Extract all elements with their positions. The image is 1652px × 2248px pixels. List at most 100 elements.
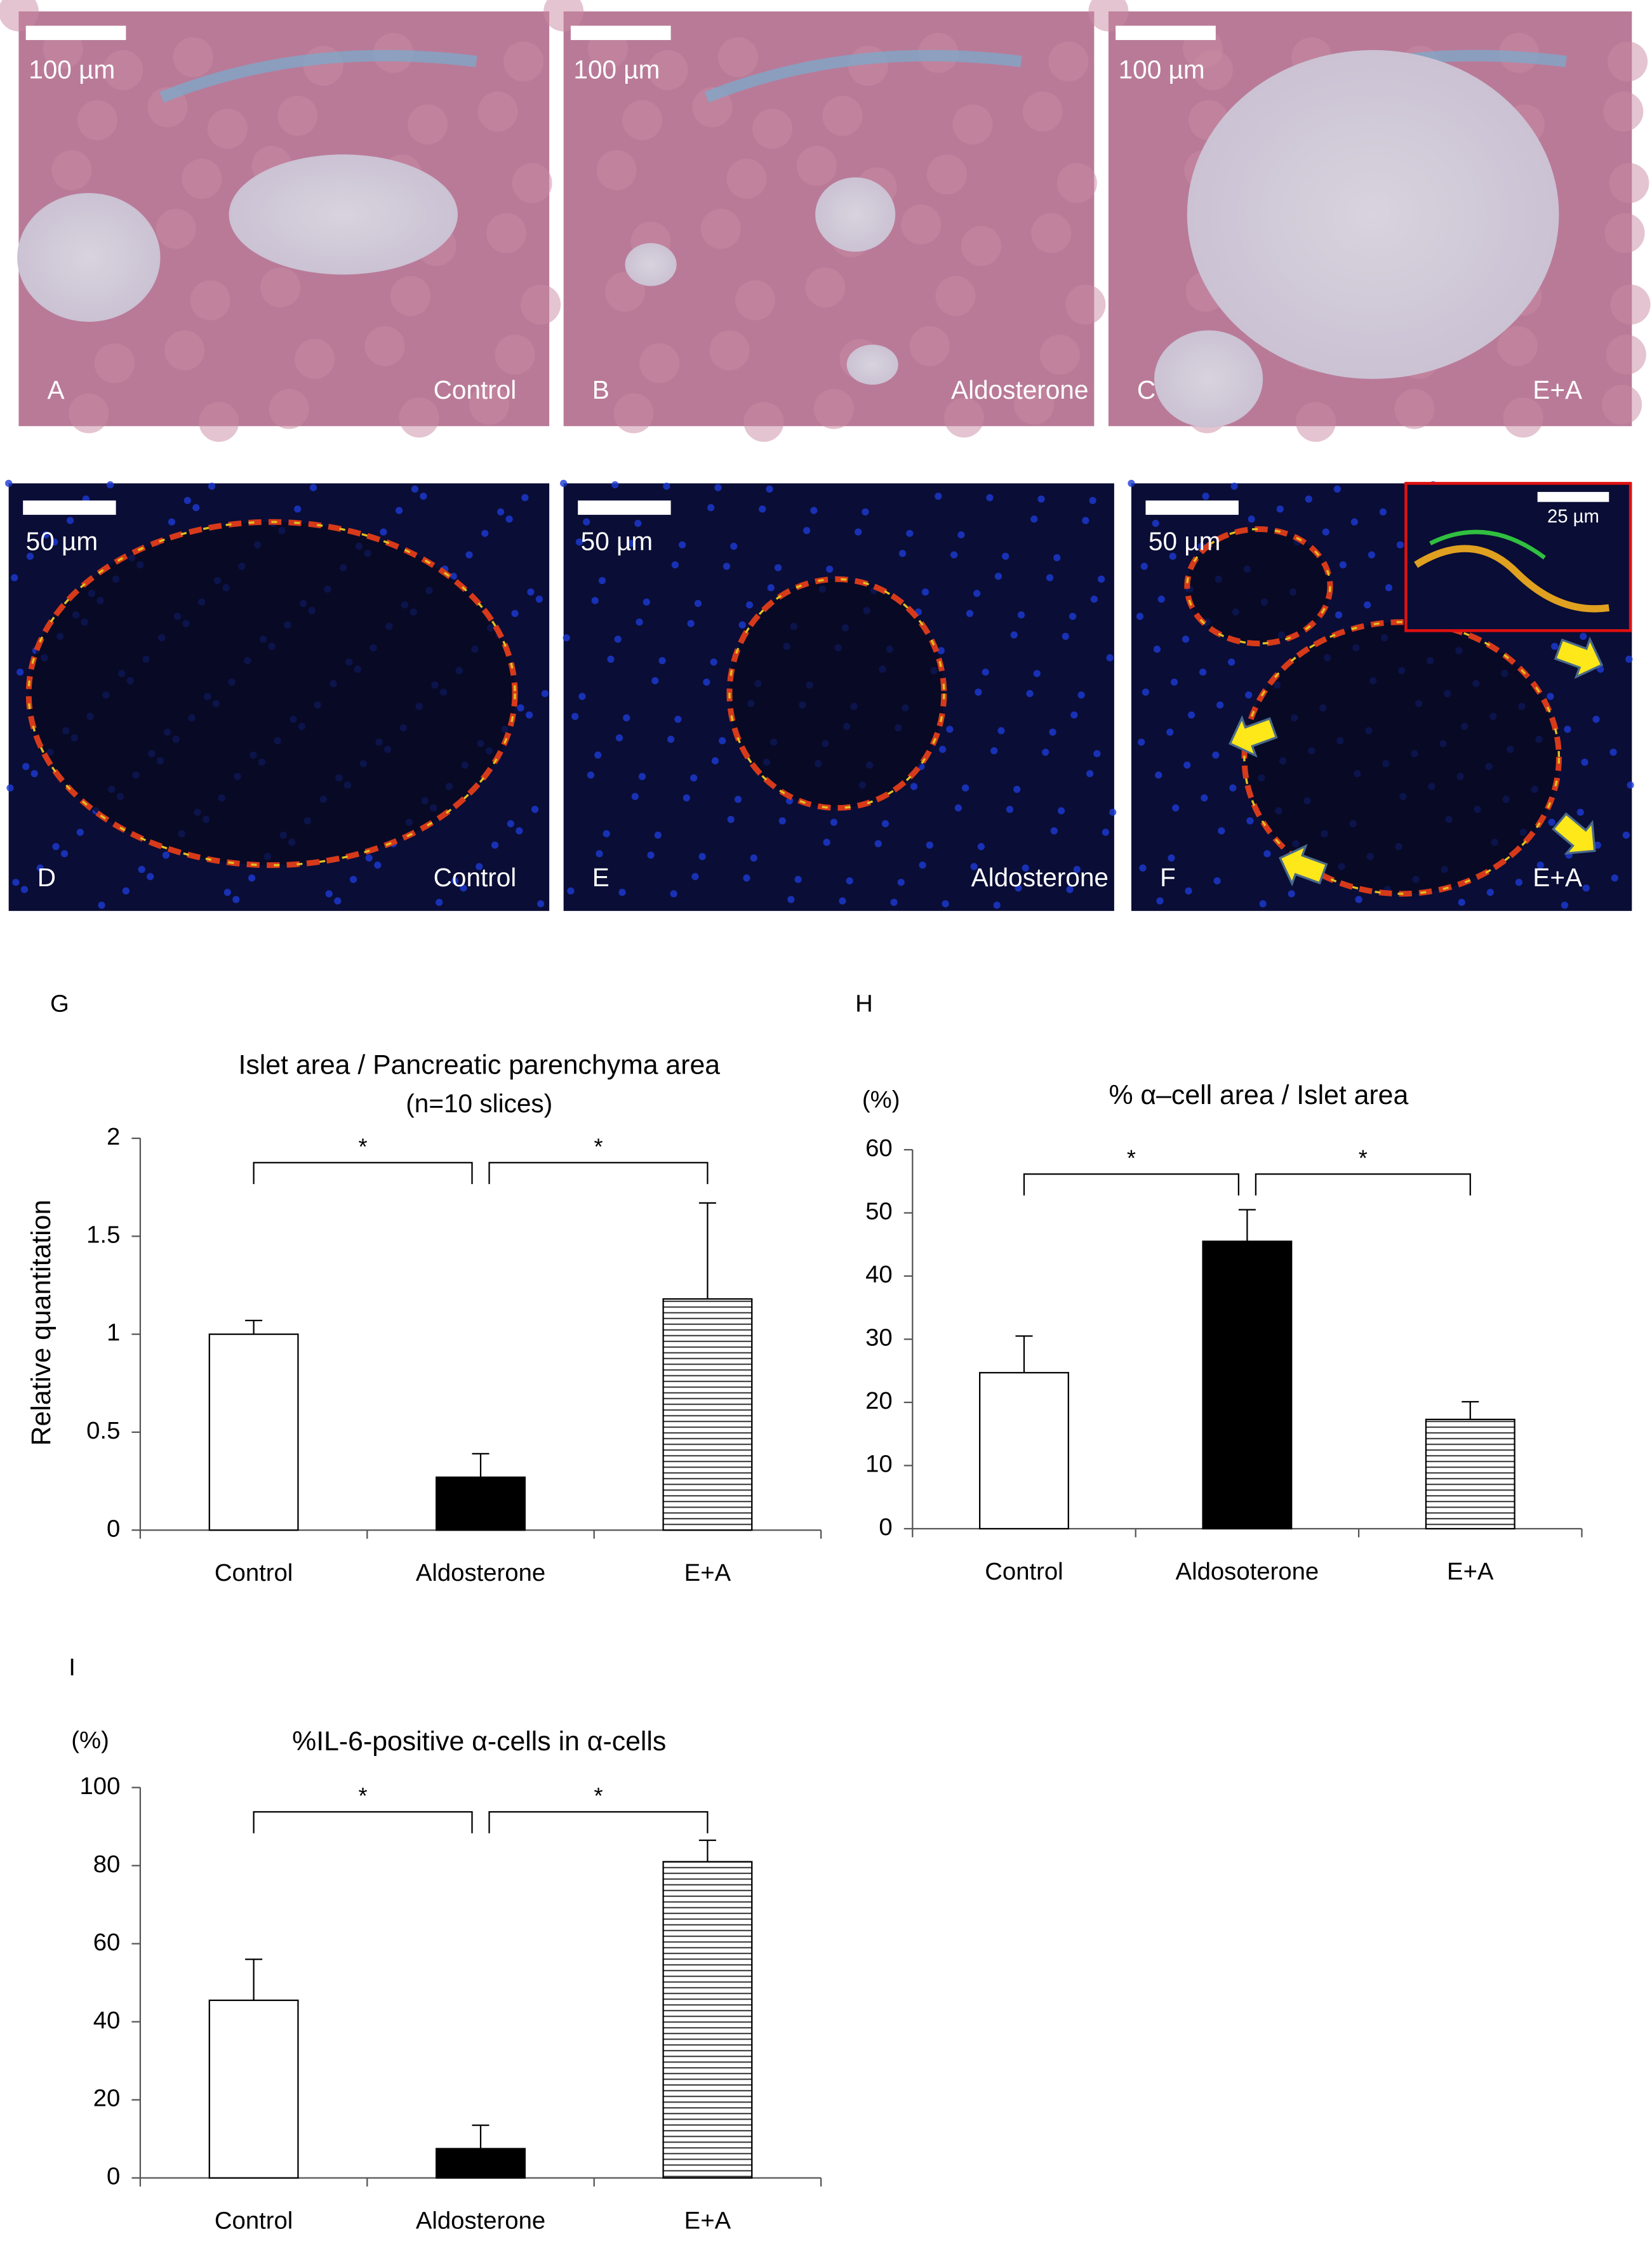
nucleus [734, 795, 742, 803]
nucleus [935, 493, 942, 500]
nucleus [942, 900, 949, 908]
nucleus [223, 888, 231, 896]
panel-letter: G [50, 990, 69, 1018]
x-tick-label: E+A [684, 2207, 731, 2235]
scale-bar [570, 25, 671, 41]
panel-letter: D [37, 863, 56, 892]
scale-bar-label: 50 µm [26, 527, 98, 556]
nucleus [730, 542, 738, 550]
nucleus [615, 734, 623, 742]
y-tick-label: 1.5 [86, 1221, 120, 1248]
nucleus [1227, 658, 1236, 666]
tissue-texture [1394, 389, 1435, 429]
nucleus [1172, 804, 1180, 812]
x-tick-label: Aldosterone [416, 1559, 545, 1586]
nucleus [1212, 751, 1220, 759]
nucleus [961, 784, 969, 792]
significance-label: * [359, 1783, 368, 1809]
tissue-texture [199, 401, 239, 442]
nucleus [1070, 711, 1078, 719]
nucleus [994, 573, 1003, 580]
staining [1243, 621, 1561, 895]
nucleus [531, 806, 539, 813]
tissue-texture [408, 104, 448, 145]
scale-bar [578, 500, 671, 515]
micrograph-panel: 50 µm D Control [5, 479, 550, 911]
nucleus [643, 598, 650, 606]
nucleus [1396, 541, 1404, 549]
nucleus [667, 735, 675, 743]
nucleus [1592, 715, 1600, 723]
x-tick-label: E+A [1447, 1558, 1494, 1585]
nucleus [20, 886, 29, 893]
nucleus [1002, 552, 1009, 560]
nucleus [183, 496, 191, 505]
nucleus [208, 482, 216, 490]
nucleus [738, 621, 746, 629]
tissue-texture [543, 0, 584, 32]
nucleus [395, 507, 403, 514]
nucleus [52, 842, 60, 851]
nucleus [1230, 482, 1238, 490]
islet [815, 177, 896, 252]
nucleus [36, 864, 44, 872]
tissue-texture [512, 163, 552, 203]
nucleus [560, 479, 568, 487]
nucleus [919, 861, 926, 869]
nucleus [654, 831, 662, 839]
nucleus [1363, 601, 1371, 609]
staining [27, 521, 516, 867]
nucleus [614, 635, 622, 643]
tissue-texture [260, 267, 301, 308]
scale-bar [1145, 500, 1239, 515]
nucleus [138, 865, 145, 874]
nucleus [1022, 864, 1029, 872]
nucleus [970, 863, 978, 870]
tissue-texture [182, 159, 222, 199]
y-tick-label: 0.5 [86, 1417, 120, 1444]
nucleus [690, 774, 698, 782]
nucleus [874, 840, 882, 848]
nucleus [1153, 646, 1161, 653]
nucleus [946, 726, 954, 733]
islet [846, 344, 898, 385]
tissue-texture [726, 159, 767, 199]
scale-bar-label: 50 µm [581, 527, 653, 556]
nucleus [683, 794, 691, 802]
tissue-texture [796, 145, 837, 186]
nucleus [957, 531, 965, 539]
nucleus [719, 737, 726, 745]
nucleus [411, 485, 419, 493]
nucleus [750, 854, 757, 862]
y-tick-label: 0 [107, 1515, 120, 1542]
nucleus [1547, 693, 1554, 700]
tissue-texture [77, 100, 117, 140]
nucleus [926, 841, 933, 849]
tissue-texture [926, 154, 967, 195]
tissue-texture [0, 0, 39, 32]
bar-chart: G Islet area / Pancreatic parenchyma area… [26, 990, 822, 1586]
nucleus [1333, 485, 1341, 493]
nucleus [1576, 808, 1584, 816]
nucleus [743, 874, 750, 882]
significance-bracket [1023, 1173, 1239, 1196]
staining [1186, 528, 1331, 645]
tissue-texture [648, 50, 688, 90]
nucleus [1155, 771, 1162, 779]
nucleus [1066, 886, 1074, 893]
nucleus [525, 711, 533, 719]
x-tick-label: Aldosoterone [1176, 1558, 1319, 1585]
scale-bar-label: 100 µm [1119, 55, 1205, 84]
significance-label: * [1127, 1145, 1136, 1171]
nucleus [1201, 794, 1208, 802]
nucleus [51, 538, 58, 546]
significance-bracket [253, 1811, 473, 1833]
nucleus [607, 655, 615, 663]
nucleus [691, 873, 699, 881]
nucleus [527, 588, 535, 596]
nucleus [846, 877, 853, 885]
nucleus [516, 827, 523, 835]
bar [208, 1333, 299, 1531]
x-tick-label: Control [215, 1559, 293, 1586]
tissue-texture [1048, 41, 1089, 82]
